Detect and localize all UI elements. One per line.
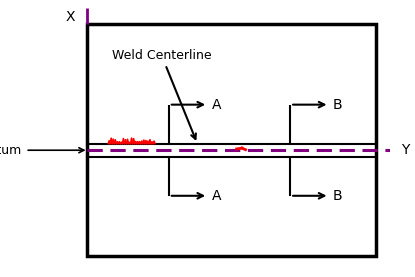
Text: Weld Centerline: Weld Centerline: [112, 49, 211, 139]
Text: X: X: [66, 10, 76, 24]
Bar: [87, 24, 376, 256]
Text: A: A: [212, 98, 221, 112]
Text: B: B: [333, 189, 343, 203]
Text: Datum: Datum: [0, 144, 84, 157]
Text: Y: Y: [401, 143, 409, 157]
Text: B: B: [333, 98, 343, 112]
Text: A: A: [212, 189, 221, 203]
